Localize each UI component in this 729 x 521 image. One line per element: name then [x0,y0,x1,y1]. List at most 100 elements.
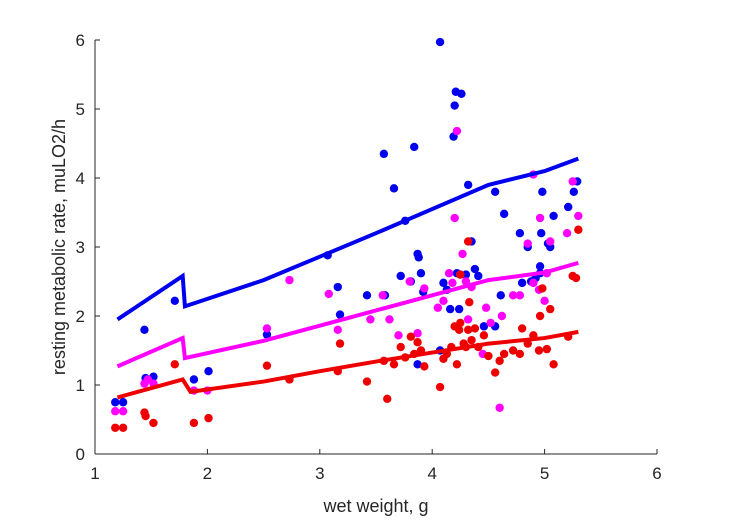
data-point [456,318,465,328]
data-point [111,398,120,407]
data-point [448,278,457,288]
data-point [454,325,464,334]
data-point [394,331,403,340]
data-point [456,270,465,279]
data-point [335,310,345,319]
data-point [189,375,199,384]
data-point [454,304,464,314]
data-point [405,277,414,286]
data-point [540,296,549,306]
data-point [496,291,505,300]
fit-line-0 [116,156,580,322]
data-point [118,423,128,432]
x-tick-label: 3 [315,464,324,483]
data-point [420,284,429,293]
data-point [262,361,272,370]
data-point [508,346,518,355]
data-point [433,303,443,312]
data-point [470,324,480,333]
data-point [515,349,525,359]
data-point [467,335,476,345]
data-point [204,413,213,423]
chart-axes [94,40,657,455]
data-point [262,330,272,339]
data-point [568,177,577,186]
data-point [562,229,572,238]
data-point [435,382,445,392]
data-point [542,344,552,354]
data-point [517,324,527,333]
y-tick-label: 6 [76,31,85,50]
data-point [499,209,509,219]
data-point [515,291,525,300]
data-point [537,229,546,238]
data-point [335,339,345,348]
data-point [495,356,504,366]
data-point [439,278,448,288]
series-1 [111,126,583,416]
series-2 [111,225,583,432]
data-point [410,142,419,152]
data-point [444,269,454,278]
data-point [362,377,372,386]
data-point [535,262,545,271]
data-point [569,187,579,196]
data-point [574,211,583,221]
data-point [481,303,491,312]
data-point [499,349,509,359]
data-point [463,325,473,334]
data-point [420,362,429,371]
x-tick-label: 4 [427,464,436,483]
data-point [463,180,473,190]
data-point [396,342,405,352]
data-point [538,187,547,196]
data-point [458,249,467,259]
data-point [170,360,180,369]
data-point [285,275,294,285]
data-point [523,239,532,248]
data-point [450,101,459,110]
data-point [484,351,493,361]
y-tick-label: 0 [76,445,85,464]
data-point [324,289,333,299]
data-point [439,296,448,306]
data-point [385,315,394,324]
data-point [435,37,445,47]
x-axis-label: wet weight, g [322,496,428,516]
y-tick-label: 2 [76,307,85,326]
data-point [140,325,149,334]
data-point [396,271,405,281]
data-point [457,89,466,99]
data-point [362,291,372,300]
data-point [416,269,426,278]
data-point [333,325,342,334]
data-point [479,331,489,340]
data-point [549,360,558,369]
data-point [535,311,545,321]
data-point [111,407,120,416]
data-point [333,282,342,292]
data-point [111,423,120,432]
data-point [479,322,489,331]
y-tick-label: 4 [76,169,85,188]
data-point [141,411,150,421]
data-point [383,394,392,403]
x-tick-label: 5 [540,464,549,483]
chart-marks [111,37,583,432]
data-point [574,225,583,234]
data-point [571,273,581,283]
data-point [149,418,158,428]
data-point [535,213,545,223]
data-point [529,278,538,288]
data-point [486,318,495,328]
data-point [406,332,416,341]
data-point [497,311,507,321]
data-point [452,360,462,369]
data-point [495,403,504,412]
data-point [204,367,213,376]
data-point [189,418,199,428]
y-tick-label: 3 [76,238,85,257]
data-point [517,278,527,288]
